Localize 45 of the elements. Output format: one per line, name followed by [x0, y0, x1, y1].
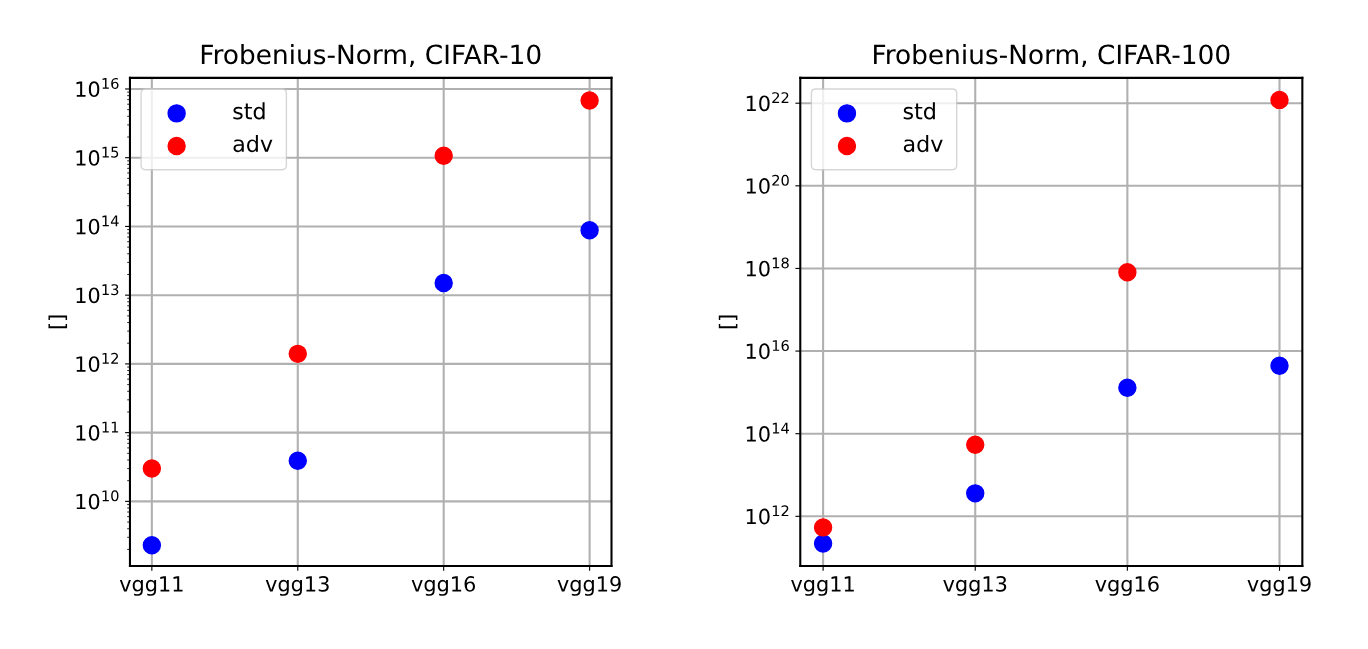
point — [813, 518, 833, 537]
point — [1270, 90, 1289, 110]
point — [966, 484, 985, 503]
point — [580, 91, 599, 110]
y-tick-label: 10$^{20}$ — [746, 174, 789, 194]
point — [813, 534, 833, 553]
point — [580, 221, 599, 240]
point — [142, 459, 162, 478]
y-tick-label: 10$^{14}$ — [746, 422, 789, 442]
y-tick-label: 10$^{14}$ — [76, 215, 119, 235]
point — [966, 435, 985, 454]
y-tick-label: 10$^{12}$ — [746, 505, 789, 525]
y-axis-title: [] — [48, 315, 68, 329]
y-tick-label: 10$^{11}$ — [76, 421, 119, 441]
x-tick-label: vgg19 — [557, 576, 621, 596]
point — [288, 451, 307, 470]
y-tick-label: 10$^{18}$ — [746, 257, 789, 277]
point — [434, 273, 453, 293]
y-tick-label: 10$^{13}$ — [76, 284, 119, 304]
point — [1118, 263, 1137, 282]
x-tick-label: vgg19 — [1247, 576, 1311, 596]
chart-title: Frobenius-Norm, CIFAR-100 — [874, 43, 1230, 68]
x-tick-label: vgg11 — [119, 576, 183, 596]
y-tick-label: 10$^{12}$ — [76, 352, 118, 372]
point — [288, 344, 307, 364]
x-tick-label: vgg16 — [411, 576, 476, 596]
point — [1118, 378, 1137, 397]
x-tick-label: vgg13 — [265, 576, 329, 596]
point — [1270, 356, 1289, 376]
y-axis-title: [] — [718, 315, 738, 329]
point — [434, 146, 453, 165]
point — [142, 536, 162, 555]
x-tick-label: vgg11 — [791, 576, 854, 596]
y-tick-label: 10$^{15}$ — [76, 146, 119, 166]
y-tick-label: 10$^{10}$ — [76, 490, 119, 510]
legend-label: std — [233, 102, 265, 120]
legend-label: std — [903, 102, 935, 120]
x-tick-label: vgg16 — [1095, 576, 1159, 596]
legend-label: adv — [233, 134, 273, 153]
x-tick-label: vgg13 — [943, 576, 1007, 596]
y-tick-label: 10$^{16}$ — [746, 340, 789, 360]
y-tick-label: 10$^{16}$ — [76, 77, 119, 98]
chart-title: Frobenius-Norm, CIFAR-10 — [201, 43, 541, 68]
y-tick-label: 10$^{22}$ — [746, 92, 789, 112]
legend-label: adv — [903, 134, 943, 153]
